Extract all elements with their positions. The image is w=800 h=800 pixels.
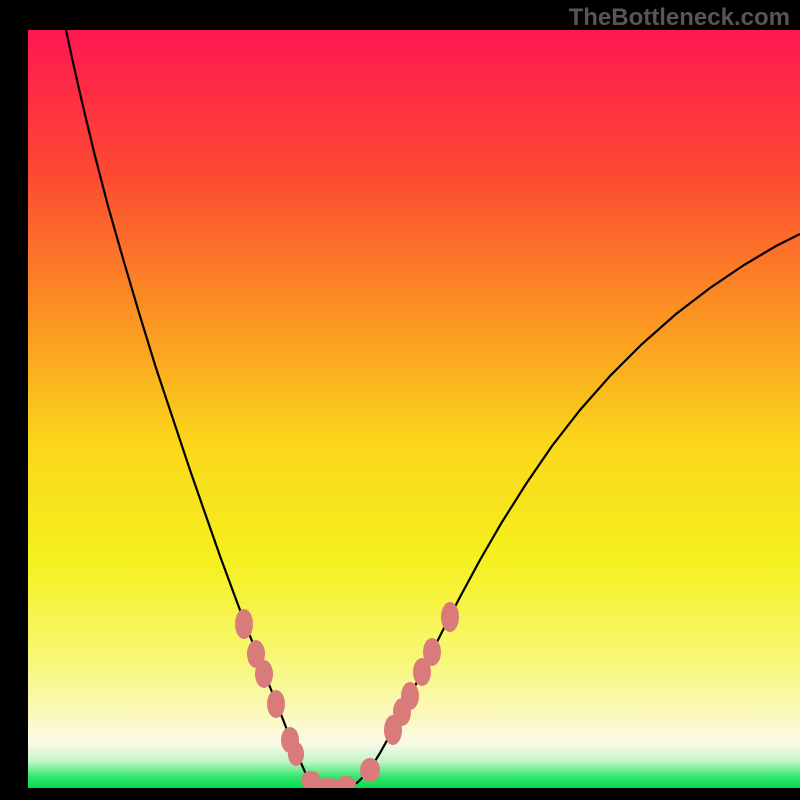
data-marker	[235, 609, 253, 639]
plot-area	[28, 30, 800, 788]
chart-svg	[28, 30, 800, 788]
data-marker	[267, 690, 285, 718]
data-marker	[441, 602, 459, 632]
data-marker	[360, 758, 380, 782]
data-marker	[255, 660, 273, 688]
data-marker	[401, 682, 419, 710]
watermark-text: TheBottleneck.com	[569, 4, 790, 32]
data-marker	[423, 638, 441, 666]
data-marker	[288, 742, 304, 766]
